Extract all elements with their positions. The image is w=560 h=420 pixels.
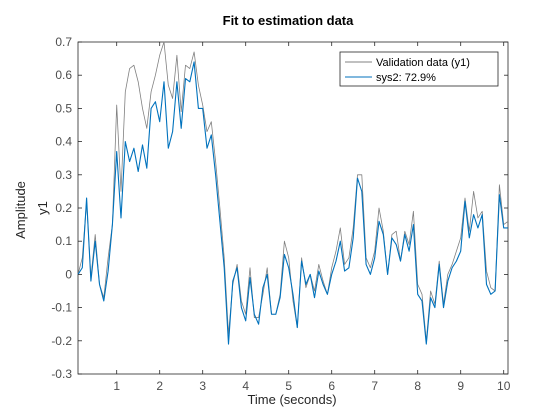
x-tick-label: 2 (156, 379, 163, 393)
x-tick-label: 9 (457, 379, 464, 393)
x-tick-label: 8 (414, 379, 421, 393)
y-tick-label: -0.2 (51, 334, 72, 348)
y-tick-label: 0.3 (55, 168, 72, 182)
x-tick-label: 7 (371, 379, 378, 393)
y-axis-inner-label: y1 (35, 201, 50, 215)
y-tick-label: 0.2 (55, 201, 72, 215)
series-layer (77, 41, 509, 345)
plot-area: 1 2 3 4 5 6 7 8 9 10 -0.3 -0.2 -0.1 0 0.1 0.2 0.3 0.4 0.5 0… (51, 35, 510, 393)
chart-title: Fit to estimation data (223, 13, 355, 28)
y-tick-label: 0.7 (55, 35, 72, 49)
x-tick-label: 1 (113, 379, 120, 393)
legend-label-validation: Validation data (y1) (376, 57, 470, 69)
y-tick-label: -0.3 (51, 367, 72, 381)
x-tick-label: 10 (497, 379, 511, 393)
legend-box (339, 51, 499, 87)
series-line-sys2 (77, 61, 508, 345)
y-tick-label: 0.5 (55, 101, 72, 115)
y-axis-outer-label: Amplitude (13, 181, 28, 239)
x-tick-label: 6 (328, 379, 335, 393)
legend-label-sys2: sys2: 72.9% (376, 72, 436, 84)
ticks-layer: 1 2 3 4 5 6 7 8 9 10 -0.3 -0.2 -0.1 0 0.1 0.2 0.3 0.4 0.5 0… (51, 35, 510, 393)
x-tick-label: 4 (242, 379, 249, 393)
y-tick-label: 0.1 (55, 234, 72, 248)
y-tick-label: 0.4 (55, 135, 72, 149)
x-tick-label: 3 (199, 379, 206, 393)
legend: Validation data (y1) sys2: 72.9% (339, 51, 499, 87)
x-axis-label: Time (seconds) (247, 392, 336, 407)
axes-box (77, 41, 509, 375)
y-tick-label: -0.1 (51, 301, 72, 315)
y-tick-label: 0.6 (55, 68, 72, 82)
x-tick-label: 5 (285, 379, 292, 393)
y-tick-label: 0 (65, 267, 72, 281)
